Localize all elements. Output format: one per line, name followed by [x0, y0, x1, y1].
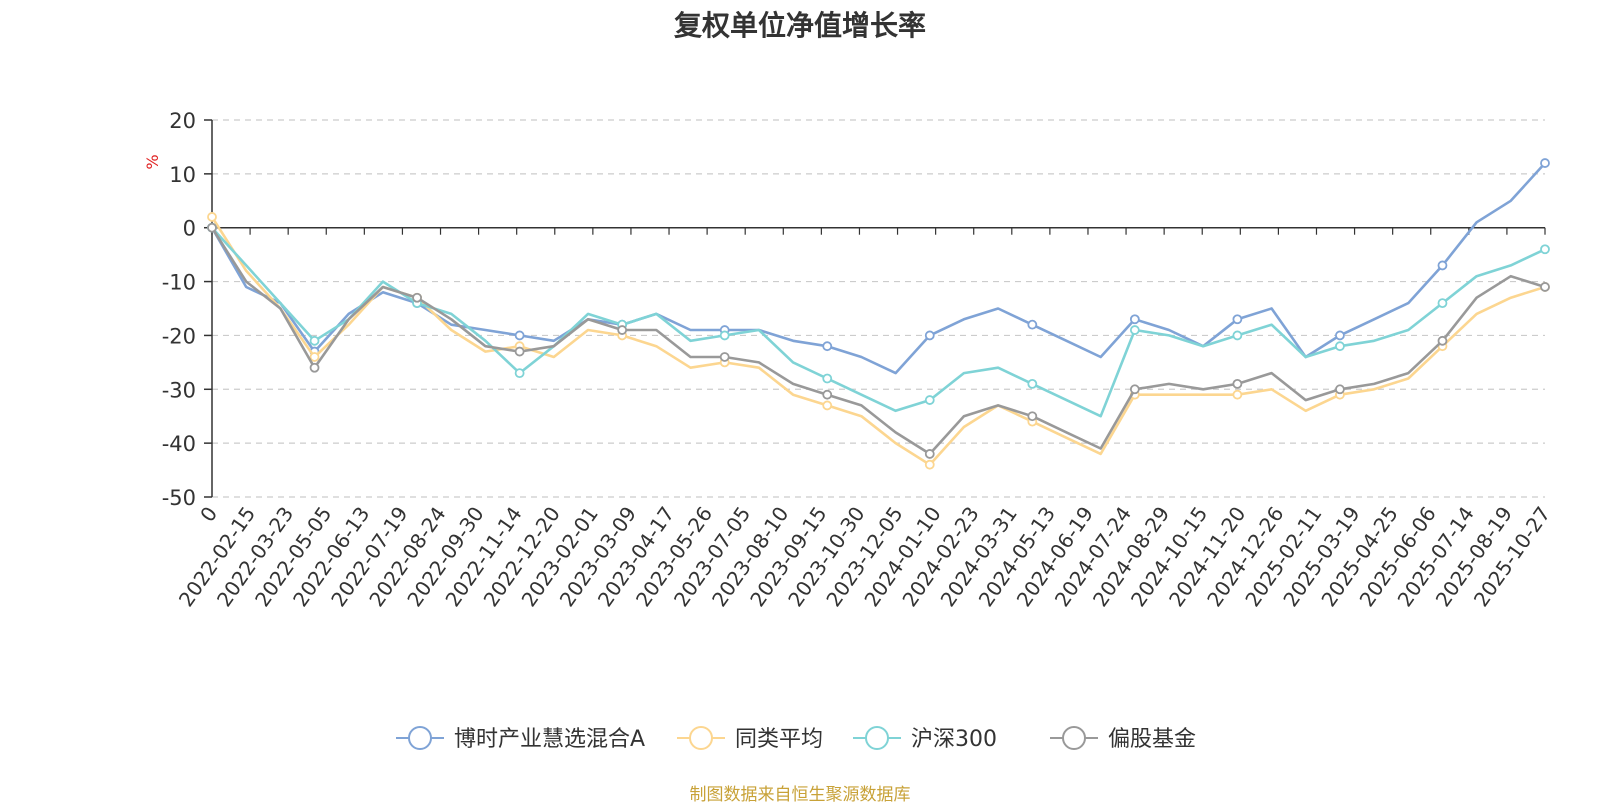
series-line-1 [210, 216, 1546, 467]
legend-swatch-marker [408, 726, 432, 750]
legend-item-1[interactable]: 同类平均 [677, 726, 823, 752]
series-point [1232, 330, 1243, 341]
series-point [309, 362, 320, 373]
legend-item-0[interactable]: 博时产业慧选混合A [396, 726, 645, 752]
series-point [1129, 325, 1140, 335]
series-point [514, 330, 525, 341]
series-point [1129, 384, 1140, 395]
grid-lines [212, 119, 1545, 498]
legend-label: 沪深300 [911, 727, 997, 752]
series-point [822, 389, 833, 400]
series-point [1232, 314, 1243, 325]
y-tick-label: 20 [169, 109, 196, 133]
series-point [924, 395, 935, 405]
series-point [1540, 244, 1550, 255]
legend: 博时产业慧选混合A 同类平均 沪深300 偏股基金 [396, 726, 1196, 752]
series-point [514, 346, 525, 357]
x-tick-label: 0 [195, 502, 222, 526]
series-point [207, 222, 217, 233]
series-point [1129, 314, 1140, 325]
series-point [514, 368, 525, 379]
series-point [822, 373, 833, 384]
legend-label: 同类平均 [735, 727, 823, 752]
series-point [719, 352, 730, 362]
series-point [1232, 378, 1243, 389]
series-point [1027, 319, 1038, 330]
series-point [1335, 330, 1345, 341]
y-tick-label: -10 [162, 271, 196, 295]
y-tick-label: -40 [162, 432, 196, 456]
series-point [207, 212, 217, 222]
series-point [924, 330, 935, 341]
legend-swatch-marker [689, 726, 713, 750]
series-point [822, 400, 833, 411]
legend-label: 偏股基金 [1108, 727, 1196, 752]
series-point [1540, 282, 1550, 292]
series-point [1437, 335, 1448, 346]
series-point [1335, 384, 1345, 395]
y-tick-label: -20 [162, 324, 196, 348]
data-source-footer: 制图数据来自恒生聚源数据库 [689, 785, 911, 805]
series-layer [207, 158, 1550, 470]
series-point [924, 459, 935, 470]
series-point [924, 449, 935, 459]
legend-item-2[interactable]: 沪深300 [853, 726, 997, 752]
series-point [719, 330, 730, 341]
y-axis-label: % [143, 154, 162, 169]
legend-item-3[interactable]: 偏股基金 [1050, 726, 1196, 752]
y-tick-label: 10 [169, 163, 196, 187]
series-point [1437, 298, 1448, 309]
series-point [617, 325, 628, 335]
chart-title: 复权单位净值增长率 [673, 9, 926, 42]
y-tick-label: -50 [162, 486, 196, 510]
y-tick-label: -30 [162, 378, 196, 402]
legend-swatch-marker [865, 726, 889, 750]
series-point [1335, 341, 1345, 352]
series-point [309, 352, 320, 362]
series-point [1027, 411, 1038, 422]
series-point [822, 341, 833, 352]
legend-swatch-marker [1062, 726, 1086, 750]
axes: 20100-10-20-30-40-50%02022-02-152022-03-… [143, 109, 1555, 611]
legend-label: 博时产业慧选混合A [454, 727, 645, 752]
series-line-3 [210, 227, 1546, 456]
series-point [412, 292, 422, 303]
series-point [1232, 389, 1243, 400]
series-line-0 [210, 162, 1546, 375]
series-point [1540, 158, 1550, 168]
series-point [309, 335, 320, 346]
line-chart: 20100-10-20-30-40-50%02022-02-152022-03-… [143, 109, 1555, 752]
series-point [1437, 260, 1448, 271]
y-tick-label: 0 [183, 217, 196, 241]
series-point [1027, 378, 1038, 389]
